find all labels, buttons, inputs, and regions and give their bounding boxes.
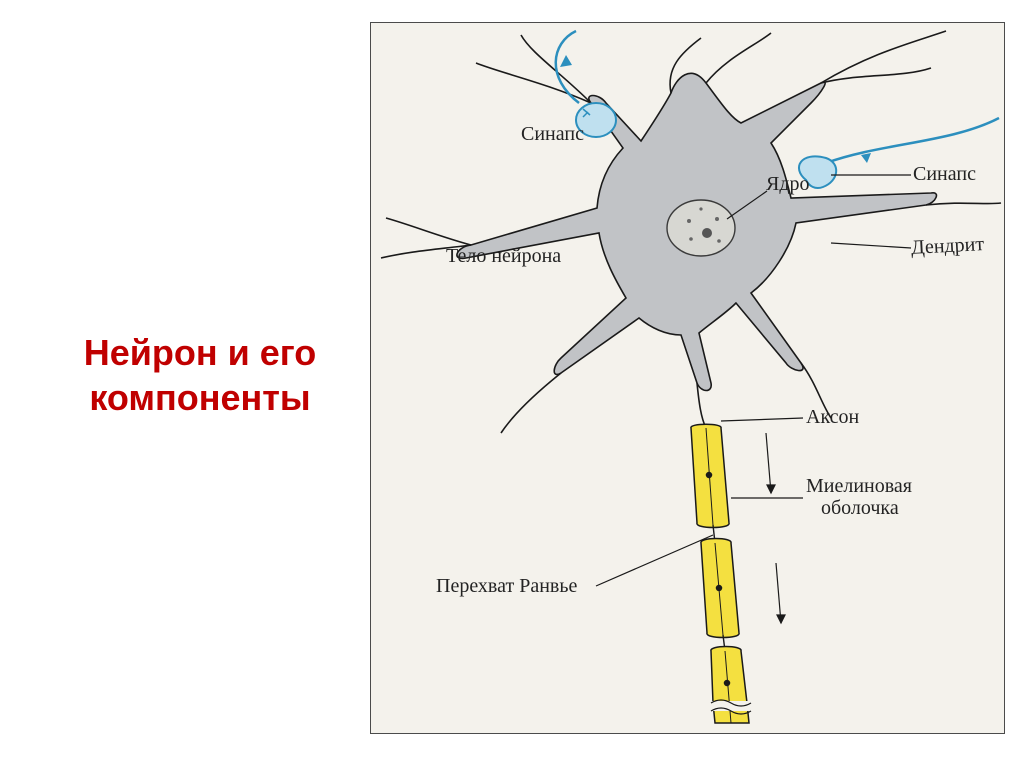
synapse-left: [556, 31, 616, 137]
neuron-svg: [371, 23, 1004, 733]
neuron-diagram: Синапс Ядро Синапс Тело нейрона Дендрит …: [370, 22, 1005, 734]
label-cell-body: Тело нейрона: [446, 245, 561, 268]
label-myelin-1: Миелиновая: [806, 475, 912, 498]
label-dendrite: Дендрит: [910, 233, 984, 260]
label-nucleus: Ядро: [766, 173, 810, 196]
label-axon: Аксон: [806, 406, 859, 429]
label-myelin-2: оболочка: [821, 497, 899, 520]
flow-arrows: [766, 433, 785, 623]
label-ranvier: Перехват Ранвье: [436, 575, 577, 598]
page-title: Нейрон и его компоненты: [45, 330, 355, 420]
label-synapse-left: Синапс: [521, 123, 584, 146]
nucleus: [667, 200, 735, 256]
label-synapse-right: Синапс: [913, 163, 976, 186]
myelin-sheath: [691, 424, 751, 723]
page: Нейрон и его компоненты: [0, 0, 1024, 767]
